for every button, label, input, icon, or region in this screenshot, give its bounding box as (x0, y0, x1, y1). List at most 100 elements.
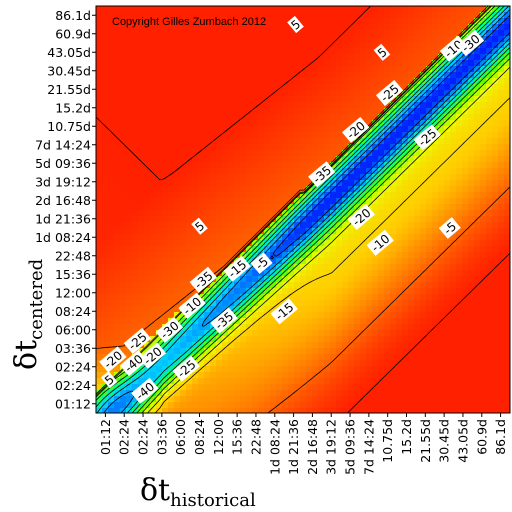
heatmap-cell (120, 228, 127, 235)
heatmap-cell (240, 234, 247, 241)
heatmap-cell (438, 108, 445, 115)
heatmap-cell (174, 18, 181, 25)
heatmap-cell (462, 318, 469, 325)
heatmap-cell (168, 366, 175, 373)
heatmap-cell (228, 396, 235, 403)
heatmap-cell (240, 138, 247, 145)
heatmap-cell (420, 18, 427, 25)
heatmap-cell (132, 180, 139, 187)
heatmap-cell (462, 216, 469, 223)
heatmap-cell (204, 150, 211, 157)
heatmap-cell (102, 24, 109, 31)
heatmap-cell (318, 288, 325, 295)
heatmap-cell (372, 210, 379, 217)
heatmap-cell (258, 210, 265, 217)
heatmap-cell (312, 390, 319, 397)
heatmap-cell (168, 60, 175, 67)
heatmap-cell (222, 186, 229, 193)
heatmap-cell (426, 96, 433, 103)
heatmap-cell (348, 282, 355, 289)
heatmap-cell (180, 234, 187, 241)
heatmap-cell (114, 318, 121, 325)
heatmap-cell (132, 126, 139, 133)
heatmap-cell (126, 60, 133, 67)
heatmap-cell (294, 324, 301, 331)
heatmap-cell (432, 264, 439, 271)
heatmap-cell (120, 90, 127, 97)
heatmap-cell (96, 102, 103, 109)
heatmap-cell (336, 324, 343, 331)
heatmap-cell (222, 294, 229, 301)
heatmap-cell (480, 372, 487, 379)
heatmap-cell (408, 366, 415, 373)
heatmap-cell (474, 12, 481, 19)
heatmap-cell (162, 96, 169, 103)
heatmap-cell (150, 264, 157, 271)
heatmap-cell (114, 144, 121, 151)
heatmap-cell (216, 252, 223, 259)
heatmap-cell (114, 132, 121, 139)
heatmap-cell (132, 138, 139, 145)
heatmap-cell (450, 102, 457, 109)
heatmap-cell (456, 324, 463, 331)
heatmap-cell (402, 12, 409, 19)
heatmap-cell (132, 174, 139, 181)
heatmap-cell (168, 372, 175, 379)
heatmap-cell (432, 240, 439, 247)
heatmap-cell (240, 120, 247, 127)
heatmap-cell (240, 162, 247, 169)
contour-label-bg (191, 217, 208, 235)
heatmap-cell (492, 72, 499, 79)
copyright-annotation: Copyright Gilles Zumbach 2012 (112, 16, 266, 28)
heatmap-cell (408, 396, 415, 403)
heatmap-cell (264, 348, 271, 355)
heatmap-cell (282, 66, 289, 73)
heatmap-cell (504, 324, 510, 331)
heatmap-cell (120, 42, 127, 49)
heatmap-cell (468, 396, 475, 403)
heatmap-cell (252, 360, 259, 367)
heatmap-cell (138, 378, 145, 385)
y-tick-label: 02:24 (55, 359, 91, 374)
heatmap-cell (402, 264, 409, 271)
heatmap-cell (102, 36, 109, 43)
heatmap-cell (126, 132, 133, 139)
heatmap-cell (492, 348, 499, 355)
heatmap-cell (186, 168, 193, 175)
heatmap-cell (456, 168, 463, 175)
heatmap-cell (198, 210, 205, 217)
heatmap-cell (438, 366, 445, 373)
heatmap-cell (414, 96, 421, 103)
heatmap-cell (198, 12, 205, 19)
heatmap-cell (264, 234, 271, 241)
heatmap-cell (132, 132, 139, 139)
heatmap-cell (402, 318, 409, 325)
heatmap-cell (396, 36, 403, 43)
heatmap-cell (468, 66, 475, 73)
heatmap-cell (258, 156, 265, 163)
heatmap-cell (318, 132, 325, 139)
heatmap-cell (396, 234, 403, 241)
heatmap-cell (336, 102, 343, 109)
heatmap-cell (456, 270, 463, 277)
heatmap-cell (360, 318, 367, 325)
heatmap-cell (126, 378, 133, 385)
heatmap-cell (156, 360, 163, 367)
heatmap-cell (288, 24, 295, 31)
heatmap-cell (264, 336, 271, 343)
heatmap-cell (348, 102, 355, 109)
heatmap-cell (228, 36, 235, 43)
heatmap-cell (186, 42, 193, 49)
heatmap-cell (120, 390, 127, 397)
heatmap-cell (312, 48, 319, 55)
heatmap-cell (360, 306, 367, 313)
heatmap-cell (102, 78, 109, 85)
contour-label-bg (347, 203, 375, 230)
heatmap-cell (126, 6, 133, 13)
heatmap-cell (318, 270, 325, 277)
heatmap-cell (480, 12, 487, 19)
heatmap-cell (150, 150, 157, 157)
heatmap-cell (444, 306, 451, 313)
heatmap-cell (348, 120, 355, 127)
y-tick-label: 60.9d (55, 26, 91, 41)
